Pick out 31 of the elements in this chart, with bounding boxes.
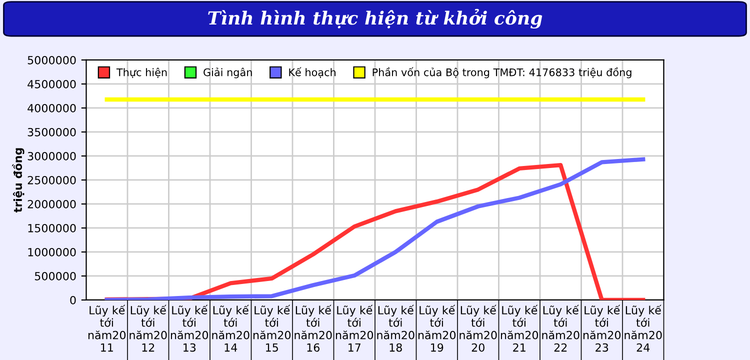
x-tick-label: Lũy kế tới năm20 22 (542, 304, 580, 352)
x-tick-label: Lũy kế tới năm20 20 (460, 304, 497, 352)
x-tick-label: Lũy kế tới năm20 11 (88, 304, 126, 352)
x-tick-label: Lũy kế tới năm20 19 (418, 304, 456, 352)
y-tick-label: 5000000 (28, 56, 76, 64)
legend-label: Thực hiện (116, 68, 167, 78)
x-tick-label: Lũy kế tới năm20 15 (253, 304, 291, 352)
y-tick-label: 1000000 (28, 248, 76, 256)
y-tick-label: 1500000 (28, 224, 76, 232)
y-tick-label: 3500000 (28, 128, 76, 136)
y-tick-label: 0 (70, 296, 76, 304)
y-tick-label: 4000000 (28, 104, 76, 112)
chart-title: Tình hình thực hiện từ khởi công (208, 8, 542, 29)
y-tick-label: 3000000 (28, 152, 76, 160)
y-tick-label: 2500000 (28, 176, 76, 184)
x-tick-label: Lũy kế tới năm20 21 (500, 304, 538, 352)
legend-label: Giải ngân (204, 68, 252, 78)
x-tick-label: Lũy kế tới năm20 23 (583, 304, 621, 352)
x-tick-label: Lũy kế tới năm20 24 (624, 304, 662, 352)
y-tick-label: 500000 (34, 272, 76, 280)
y-axis-title: triệu đồng (12, 148, 24, 213)
x-tick-label: Lũy kế tới năm20 12 (130, 304, 167, 352)
legend-label: Kế hoạch (289, 67, 336, 78)
x-tick-label: Lũy kế tới năm20 18 (377, 304, 414, 352)
x-tick-label: Lũy kế tới năm20 13 (170, 304, 208, 352)
x-tick-label: Lũy kế tới năm20 14 (212, 304, 250, 352)
y-tick-label: 4500000 (28, 80, 76, 88)
legend-label: Phần vốn của Bộ trong TMĐT: 4176833 triệu đồng (372, 67, 632, 78)
y-tick-label: 2000000 (28, 200, 76, 208)
x-tick-label: Lũy kế tới năm20 17 (336, 304, 374, 352)
x-tick-label: Lũy kế tới năm20 16 (294, 304, 332, 352)
